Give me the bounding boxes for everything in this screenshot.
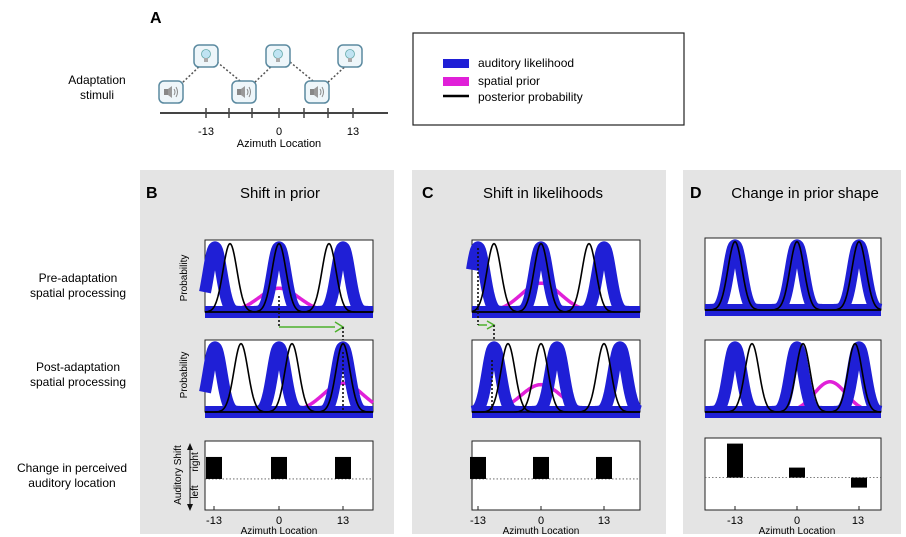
- shift-bar: [533, 456, 549, 479]
- row-label-pre-1: Pre-adaptation: [39, 271, 118, 285]
- bar-tick-c-13: 13: [598, 515, 610, 527]
- posterior-curve: [205, 342, 373, 413]
- panel-title-c: Shift in likelihoods: [483, 185, 603, 202]
- bar-tick-c-neg13: -13: [470, 515, 486, 527]
- panel-letter-d: D: [690, 185, 702, 202]
- row-label-post-2: spatial processing: [30, 375, 126, 389]
- legend-swatch-prior: [443, 77, 469, 86]
- bar-tick-b-0: 0: [276, 515, 282, 527]
- row-label-post-1: Post-adaptation: [36, 360, 120, 374]
- light-bulb-icon: [265, 44, 291, 68]
- bar-tick-d-neg13: -13: [727, 515, 743, 527]
- legend-label-prior: spatial prior: [478, 74, 540, 88]
- y-label-auditory-shift: Auditory Shift: [173, 445, 184, 505]
- bar-tick-b-13: 13: [337, 515, 349, 527]
- adaptation-axis-ticks: [205, 108, 354, 118]
- shift-bar: [789, 467, 805, 478]
- adapt-axis-label: Azimuth Location: [237, 138, 321, 150]
- posterior-curve: [472, 242, 640, 313]
- bar-tick-b-neg13: -13: [206, 515, 222, 527]
- bar-plot-frame: [471, 440, 641, 511]
- shift-bar: [851, 477, 867, 488]
- shift-bar: [335, 456, 351, 479]
- bar-tick-d-13: 13: [852, 515, 864, 527]
- adaptation-label-line2: stimuli: [80, 88, 114, 102]
- row-label-change-2: auditory location: [28, 476, 115, 490]
- posterior-curve: [705, 240, 882, 311]
- adaptation-label-line1: Adaptation: [68, 73, 125, 87]
- shift-bar: [470, 456, 486, 479]
- shift-bar: [727, 443, 743, 478]
- bar-tick-c-0: 0: [538, 515, 544, 527]
- legend-label-posterior: posterior probability: [478, 90, 583, 104]
- light-bulb-icon: [337, 44, 363, 68]
- panel-title-d: Change in prior shape: [731, 185, 879, 202]
- row-label-change-1: Change in perceived: [17, 461, 127, 475]
- panel-letter-b: B: [146, 185, 158, 202]
- speaker-icon: [304, 80, 330, 104]
- y-label-right: right: [190, 452, 201, 472]
- adapt-tick-0: 0: [276, 126, 282, 138]
- bar-xlabel-c: Azimuth Location: [503, 526, 580, 537]
- shift-bar: [271, 456, 287, 479]
- arrow-up-icon: [187, 443, 193, 450]
- speaker-icon: [158, 80, 184, 104]
- legend-swatch-likelihood: [443, 59, 469, 68]
- light-bulb-icon: [193, 44, 219, 68]
- posterior-curve: [472, 342, 640, 413]
- connector: [251, 61, 277, 86]
- panel-letter-c: C: [422, 185, 434, 202]
- bar-tick-d-0: 0: [794, 515, 800, 527]
- adapt-tick-13: 13: [347, 126, 359, 138]
- speaker-icon: [231, 80, 257, 104]
- adapt-tick-neg13: -13: [198, 126, 214, 138]
- shift-bar: [206, 456, 222, 479]
- posterior-curve: [705, 342, 881, 413]
- posterior-curve: [205, 242, 373, 313]
- connector: [179, 61, 205, 86]
- bar-xlabel-b: Azimuth Location: [241, 526, 318, 537]
- bar-xlabel-d: Azimuth Location: [759, 526, 836, 537]
- panel-letter-a: A: [150, 10, 162, 27]
- y-label-probability-post: Probability: [179, 352, 190, 399]
- shift-bar: [596, 456, 612, 479]
- row-label-pre-2: spatial processing: [30, 286, 126, 300]
- y-label-probability-pre: Probability: [179, 255, 190, 302]
- arrow-down-icon: [187, 504, 193, 511]
- panel-title-b: Shift in prior: [240, 185, 320, 202]
- plots-layer: [199, 237, 886, 511]
- y-label-left: left: [190, 485, 201, 499]
- legend-label-likelihood: auditory likelihood: [478, 56, 574, 70]
